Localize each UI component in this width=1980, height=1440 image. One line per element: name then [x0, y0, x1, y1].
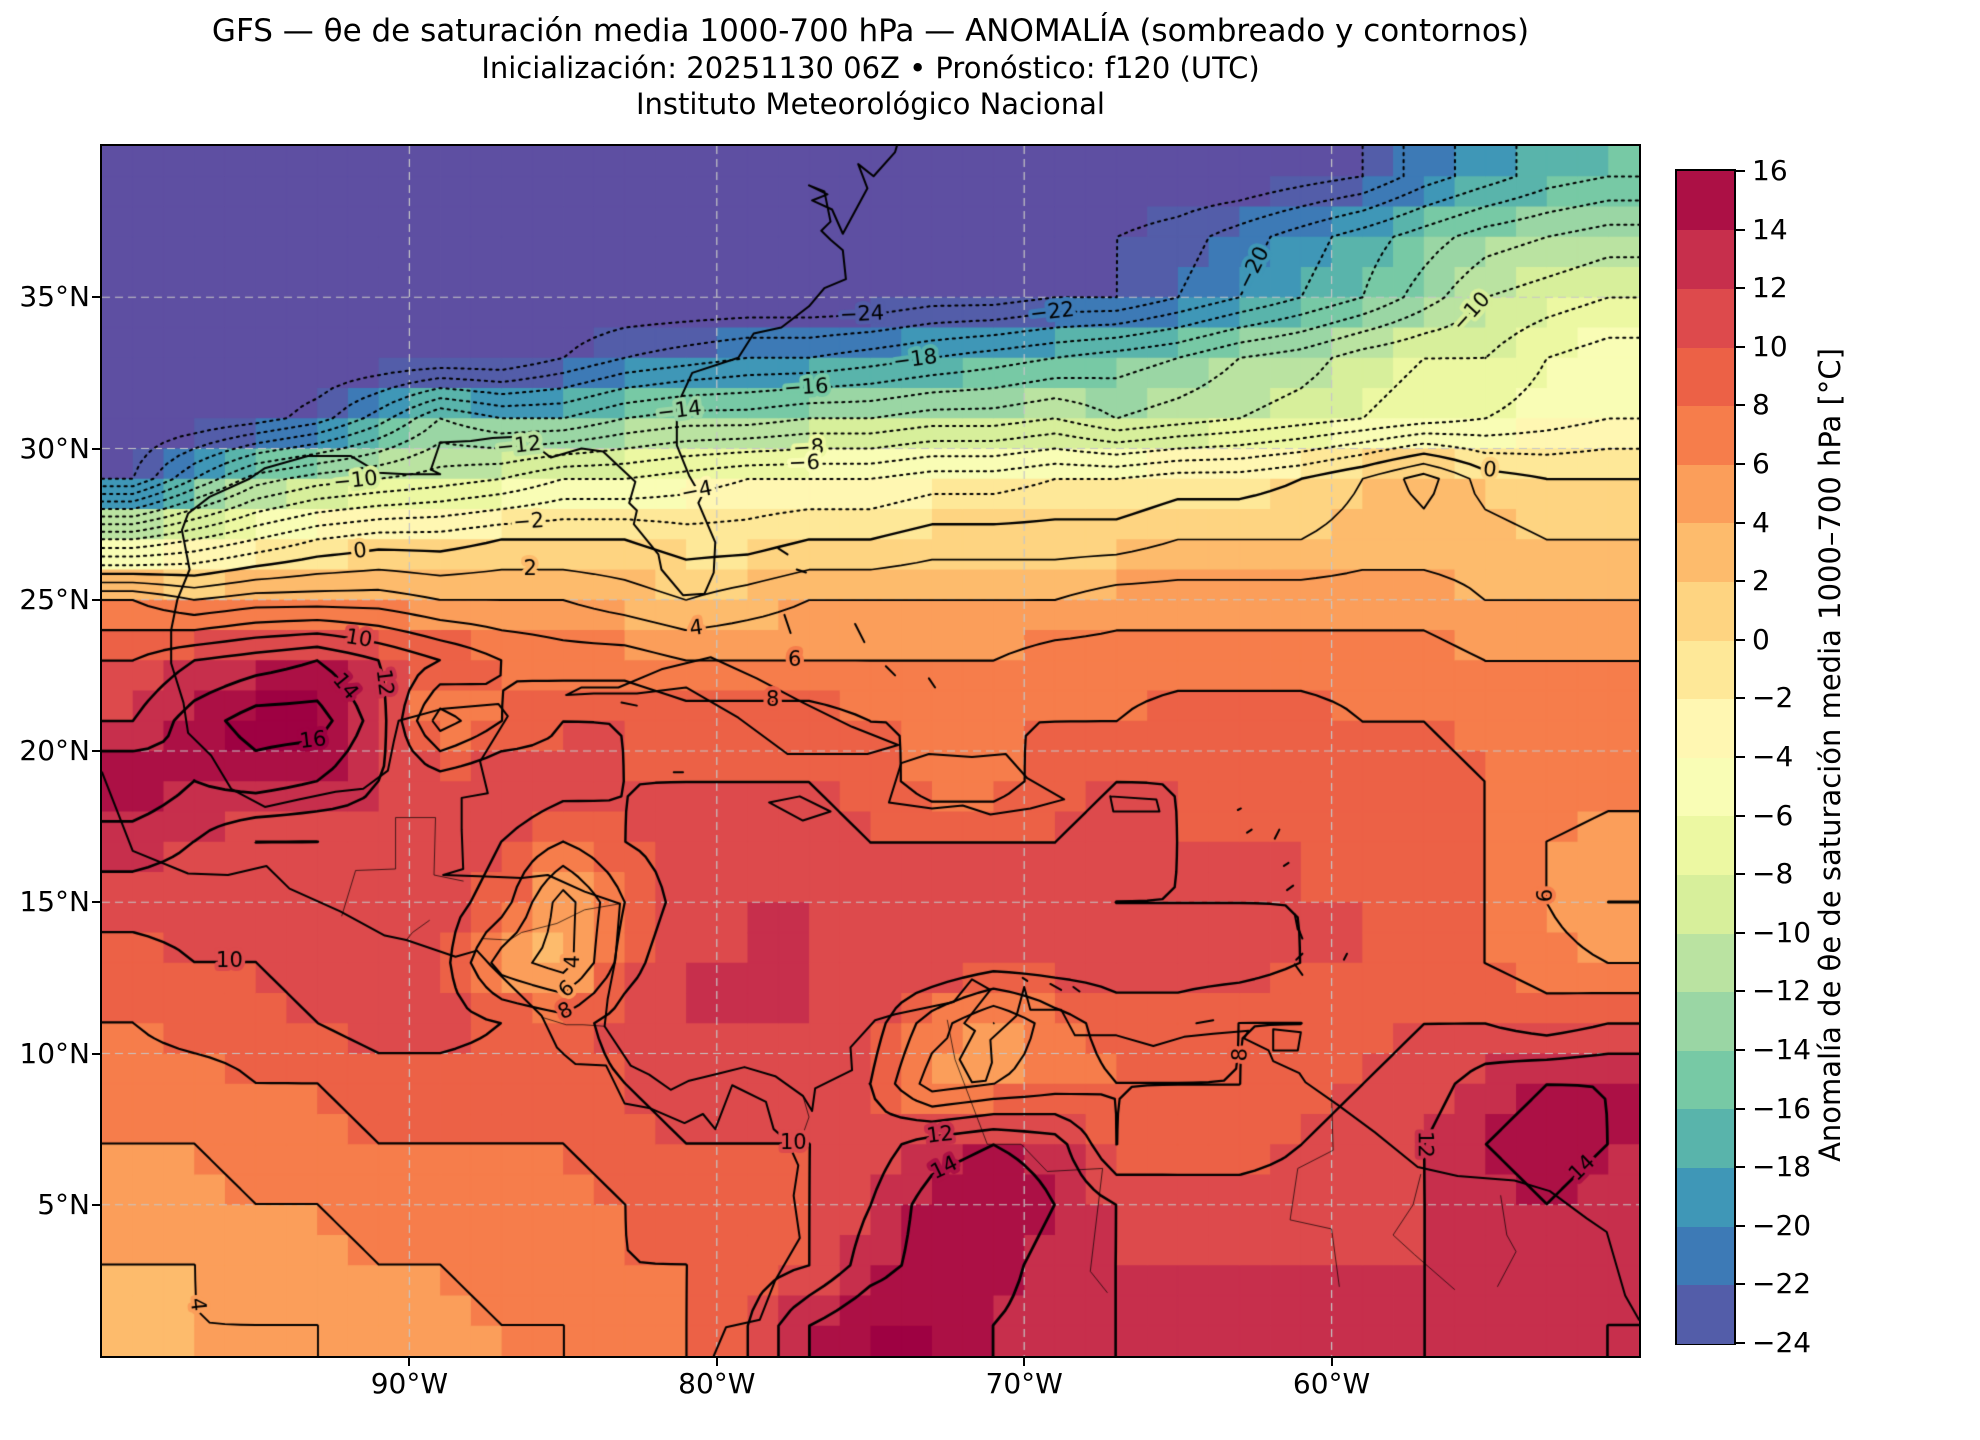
- colorbar-bin: [1677, 1050, 1734, 1110]
- colorbar-tick-mark: [1736, 990, 1745, 993]
- colorbar-tick-mark: [1736, 1224, 1745, 1227]
- colorbar-tick-label: −16: [1752, 1091, 1812, 1125]
- lon-tick-mark: [408, 1358, 411, 1366]
- colorbar-tick-label: −10: [1752, 915, 1812, 949]
- colorbar-tick-mark: [1736, 697, 1745, 700]
- lat-tick-mark: [92, 1052, 100, 1055]
- colorbar-tick-mark: [1736, 287, 1745, 290]
- colorbar-bin: [1677, 698, 1734, 758]
- colorbar-tick-mark: [1736, 1049, 1745, 1051]
- colorbar-tick-mark: [1736, 931, 1745, 934]
- colorbar-bin: [1677, 346, 1734, 407]
- colorbar-tick-label: 2: [1752, 564, 1770, 598]
- figure-institution: Instituto Meteorológico Nacional: [636, 87, 1105, 121]
- lon-tick-label: 80°W: [678, 1367, 756, 1400]
- colorbar-tick-mark: [1736, 1283, 1745, 1286]
- lat-tick-mark: [92, 1203, 100, 1206]
- colorbar-tick-label: −18: [1752, 1150, 1812, 1184]
- colorbar-bin: [1677, 815, 1734, 875]
- colorbar-tick-label: 8: [1752, 388, 1770, 422]
- lon-tick-label: 60°W: [1292, 1367, 1371, 1400]
- colorbar-tick-label: 6: [1752, 447, 1770, 480]
- lat-tick-label: 15°N: [19, 885, 90, 919]
- lat-tick-label: 10°N: [19, 1036, 90, 1070]
- colorbar: [1675, 169, 1736, 1345]
- colorbar-bin: [1677, 757, 1734, 817]
- anomaly-map-canvas: [102, 146, 1639, 1356]
- colorbar-tick-label: −2: [1752, 681, 1794, 715]
- lon-tick-mark: [1023, 1358, 1026, 1366]
- colorbar-bin: [1677, 1167, 1734, 1227]
- colorbar-tick-label: −22: [1752, 1267, 1812, 1301]
- colorbar-tick-mark: [1736, 463, 1745, 465]
- figure-title: GFS — θe de saturación media 1000-700 hP…: [211, 13, 1530, 49]
- colorbar-bin: [1677, 1225, 1734, 1286]
- colorbar-tick-label: −4: [1752, 740, 1794, 773]
- colorbar-tick-label: −24: [1752, 1326, 1812, 1359]
- lon-tick-mark: [715, 1358, 718, 1366]
- colorbar-tick-label: −12: [1752, 974, 1812, 1008]
- colorbar-tick-label: 0: [1752, 622, 1770, 656]
- colorbar-tick-mark: [1736, 345, 1745, 348]
- colorbar-tick-mark: [1736, 170, 1745, 172]
- colorbar-bin: [1677, 171, 1734, 231]
- lat-tick-label: 25°N: [19, 582, 90, 616]
- colorbar-tick-label: −14: [1752, 1033, 1812, 1066]
- colorbar-tick-label: −20: [1752, 1208, 1812, 1242]
- colorbar-bin: [1677, 639, 1734, 700]
- colorbar-bin: [1677, 229, 1734, 289]
- colorbar-tick-label: 12: [1752, 271, 1788, 305]
- lat-tick-mark: [92, 750, 100, 752]
- lon-tick-label: 90°W: [370, 1367, 449, 1400]
- colorbar-bin: [1677, 288, 1734, 348]
- lat-tick-mark: [92, 901, 100, 904]
- colorbar-tick-mark: [1736, 1166, 1745, 1169]
- colorbar-tick-mark: [1736, 814, 1745, 817]
- colorbar-bin: [1677, 522, 1734, 582]
- lat-tick-mark: [92, 598, 100, 601]
- colorbar-axis-label: Anomalía de θe de saturación media 1000–…: [1813, 348, 1847, 1162]
- colorbar-tick-mark: [1736, 580, 1745, 583]
- colorbar-bin: [1677, 405, 1734, 465]
- lon-tick-label: 70°W: [985, 1367, 1063, 1400]
- colorbar-tick-mark: [1736, 756, 1745, 758]
- colorbar-tick-mark: [1736, 1342, 1745, 1344]
- lat-tick-label: 20°N: [19, 734, 90, 767]
- lat-tick-label: 30°N: [19, 431, 90, 465]
- colorbar-bin: [1677, 464, 1734, 524]
- lat-tick-mark: [92, 447, 100, 450]
- colorbar-tick-mark: [1736, 404, 1745, 407]
- lat-tick-label: 35°N: [19, 280, 90, 314]
- map-plot-area: [100, 144, 1641, 1358]
- colorbar-tick-label: 10: [1752, 329, 1788, 363]
- lat-tick-mark: [92, 296, 100, 299]
- lon-tick-mark: [1330, 1358, 1333, 1366]
- lat-tick-label: 5°N: [37, 1187, 90, 1221]
- colorbar-bin: [1677, 581, 1734, 641]
- colorbar-bin: [1677, 1108, 1734, 1168]
- colorbar-bin: [1677, 932, 1734, 993]
- colorbar-tick-label: 16: [1752, 154, 1788, 187]
- colorbar-bin: [1677, 1284, 1734, 1344]
- colorbar-tick-label: 14: [1752, 212, 1788, 246]
- colorbar-tick-label: −6: [1752, 798, 1794, 832]
- colorbar-bin: [1677, 874, 1734, 934]
- colorbar-bin: [1677, 991, 1734, 1051]
- colorbar-tick-mark: [1736, 638, 1745, 641]
- colorbar-tick-label: −8: [1752, 857, 1794, 891]
- colorbar-tick-mark: [1736, 521, 1745, 524]
- colorbar-tick-mark: [1736, 1107, 1745, 1110]
- figure-titles: GFS — θe de saturación media 1000-700 hP…: [102, 12, 1639, 122]
- figure-subtitle-init-forecast: Inicialización: 20251130 06Z • Pronóstic…: [481, 51, 1260, 85]
- colorbar-tick-mark: [1736, 873, 1745, 876]
- colorbar-tick-mark: [1736, 228, 1745, 231]
- colorbar-tick-label: 4: [1752, 505, 1770, 539]
